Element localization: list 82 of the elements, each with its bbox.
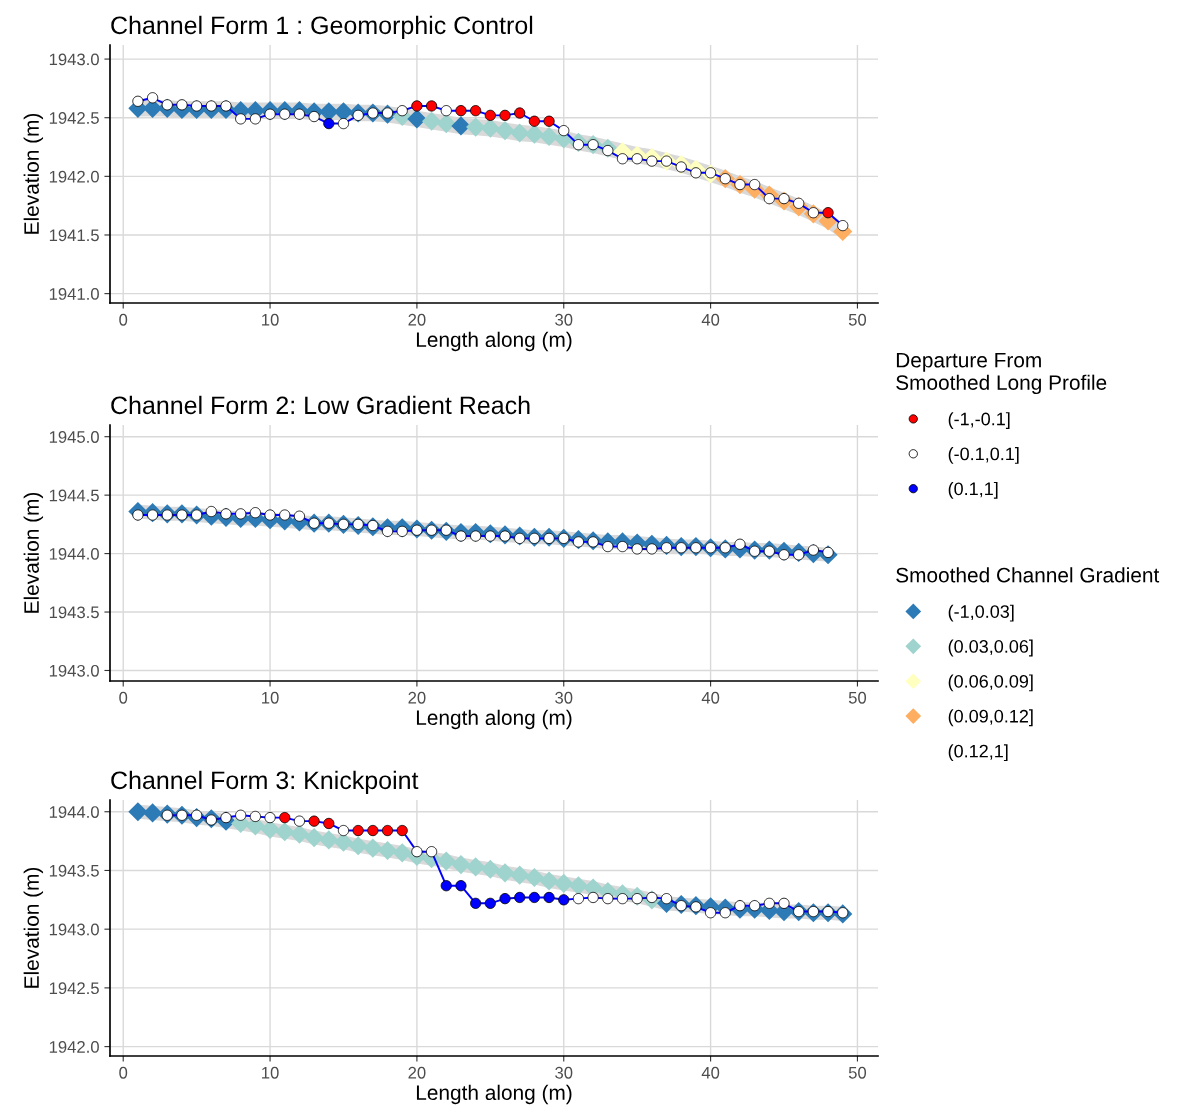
y-axis-title: Elevation (m) [23,113,44,234]
x-tick-label: 40 [701,691,720,704]
point [510,123,530,143]
point [539,126,559,147]
y-tick-label: 1943.0 [49,923,99,936]
x-tick-label: 10 [262,313,279,326]
point [422,111,442,131]
point [128,802,148,822]
x-tick-label: 50 [848,691,867,704]
point [319,830,339,850]
y-tick-label: 1942.5 [49,112,99,124]
point [480,118,500,138]
x-axis-title: Length along (m) [416,1084,572,1105]
legend-label: (0.03,0.06] [948,639,1033,657]
y-tick-label: 1942.0 [49,170,99,183]
x-axis-title: Length along (m) [416,331,572,352]
point [495,863,515,883]
point [466,117,486,137]
x-axis-title: Length along (m) [416,709,572,730]
chart-title: Channel Form 2: Low Gradient Reach [111,395,530,415]
point [143,803,163,823]
x-tick-label: 20 [408,313,426,326]
point [510,865,530,885]
point [568,876,589,896]
point [466,857,486,877]
x-tick-label: 50 [848,1066,867,1079]
x-tick-label: 30 [555,1066,573,1079]
point [348,836,368,856]
y-tick-label: 1945.0 [49,431,99,443]
chart-title: Channel Form 3: Knickpoint [111,770,419,795]
point [524,124,544,144]
point [289,824,309,844]
legend-label: (-1,0.03] [948,604,1014,622]
legend-label: (-1,-0.1] [948,412,1010,429]
y-tick-label: 1944.0 [49,547,99,560]
point [436,851,456,871]
y-tick-label: 1943.5 [49,864,99,877]
x-tick-label: 30 [555,313,573,326]
point [407,109,427,129]
legend-label: (-0.1,0.1] [948,447,1019,464]
y-tick-label: 1942.5 [49,982,99,995]
y-tick-label: 1941.0 [49,288,99,300]
y-axis-title: Elevation (m) [23,492,44,613]
chart-title: Channel Form 1 : Geomorphic Control [111,15,533,40]
x-tick-label: 0 [119,1066,128,1079]
y-tick-label: 1942.0 [49,1041,99,1053]
legend-label: (0.1,1] [948,481,998,499]
point [495,121,515,141]
point [539,871,559,891]
x-tick-label: 20 [408,1066,426,1079]
x-tick-label: 10 [262,1066,279,1079]
x-tick-label: 0 [119,313,128,326]
x-tick-label: 20 [408,691,426,704]
y-tick-label: 1944.5 [49,489,99,502]
point [275,822,295,842]
x-tick-label: 40 [701,1066,720,1079]
point [377,840,398,861]
y-tick-label: 1944.0 [49,806,99,818]
y-tick-label: 1941.5 [49,229,99,242]
y-axis-title: Elevation (m) [23,867,44,988]
x-tick-label: 30 [555,691,573,704]
point [304,828,324,848]
x-tick-label: 0 [119,691,128,704]
point [436,114,456,134]
x-tick-label: 50 [848,313,867,326]
text: (0.12,1] [948,744,1008,762]
x-tick-label: 40 [701,313,720,326]
y-tick-label: 1943.5 [49,606,99,619]
point [451,116,471,136]
x-tick-label: 10 [262,691,279,704]
legend-label: (0.06,0.09] [948,674,1033,692]
y-tick-label: 1943.0 [49,664,99,677]
legend-title: Departure From Smoothed Long Profile [896,352,1107,395]
point [480,859,500,879]
legend-title: Smoothed Channel Gradient [896,567,1160,583]
point [451,855,471,875]
point [392,843,412,863]
point [554,873,574,893]
point [363,838,383,858]
point [524,867,544,888]
legend-label: (0.09,0.12] [948,709,1033,727]
y-tick-label: 1943.0 [49,53,99,66]
